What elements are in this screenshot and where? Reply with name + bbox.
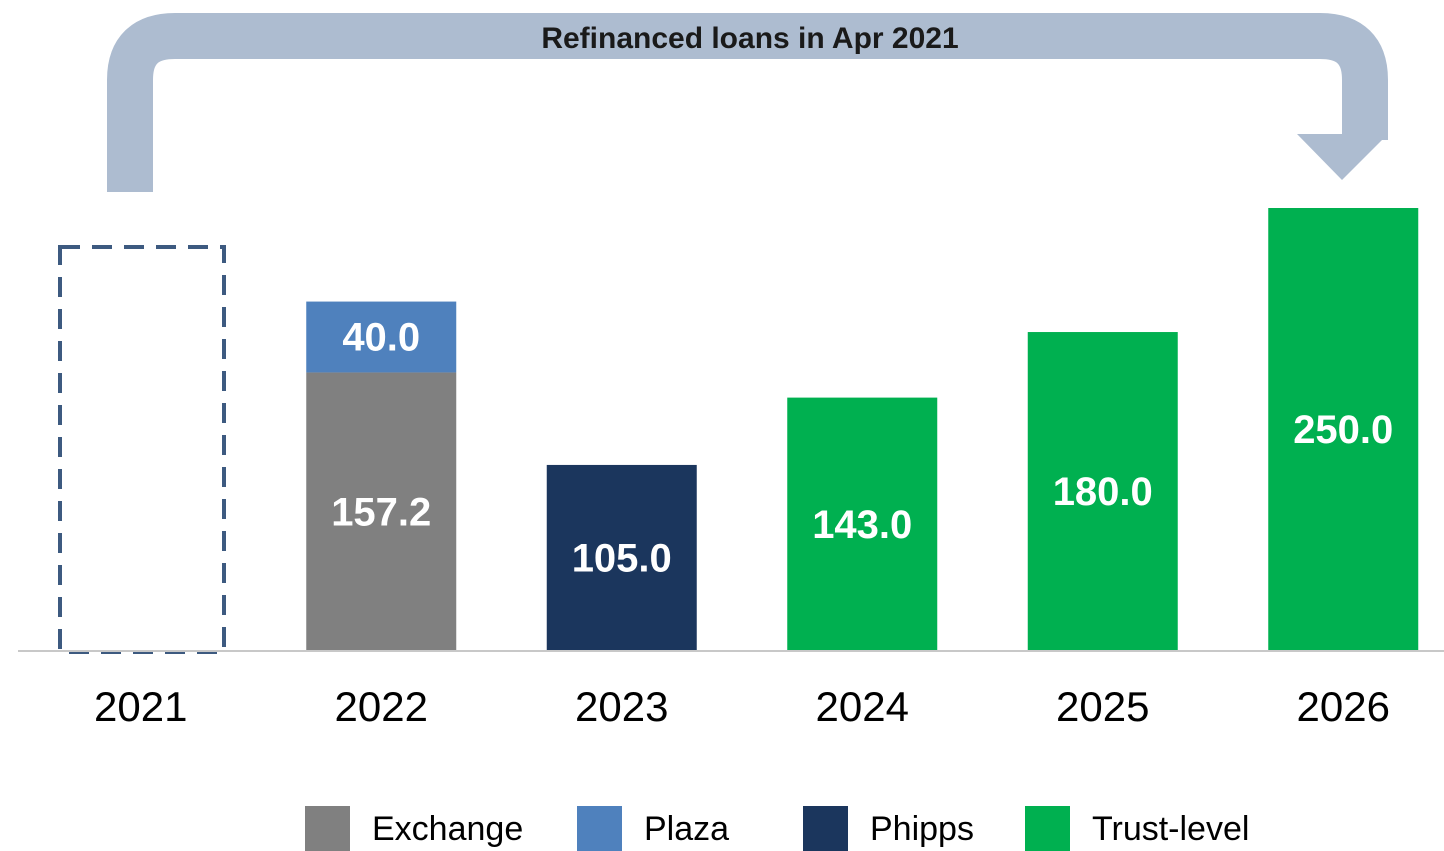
legend-swatch	[305, 806, 350, 851]
placeholder-box	[58, 245, 226, 654]
data-label: 250.0	[1293, 408, 1393, 452]
legend-label: Trust-level	[1092, 810, 1249, 848]
legend-swatch	[1025, 806, 1070, 851]
legend-swatch	[577, 806, 622, 851]
data-label: 105.0	[572, 537, 672, 581]
bar-segment	[787, 397, 938, 651]
bar-segment	[306, 372, 457, 651]
x-tick-label: 2026	[1297, 683, 1390, 730]
x-tick-label: 2024	[816, 683, 909, 730]
bar-segment	[546, 464, 697, 651]
legend-label: Plaza	[644, 810, 729, 848]
legend-label: Exchange	[372, 810, 523, 848]
annotation: Refinanced loans in Apr 2021	[541, 22, 958, 55]
x-tick-label: 2023	[575, 683, 668, 730]
legend-swatch	[803, 806, 848, 851]
data-label: 180.0	[1053, 470, 1153, 514]
bar-segment	[1027, 332, 1178, 651]
data-label: 157.2	[331, 490, 431, 534]
legend-label: Phipps	[870, 810, 974, 848]
x-tick-label: 2021	[94, 683, 187, 730]
x-tick-label: 2025	[1056, 683, 1149, 730]
data-label: 40.0	[342, 316, 420, 360]
data-label: 143.0	[812, 503, 912, 547]
x-tick-label: 2022	[335, 683, 428, 730]
arrow-head	[1297, 134, 1388, 180]
bar-segment	[1268, 208, 1419, 651]
refinance-arrow	[107, 13, 1388, 192]
bar-segment	[306, 301, 457, 373]
